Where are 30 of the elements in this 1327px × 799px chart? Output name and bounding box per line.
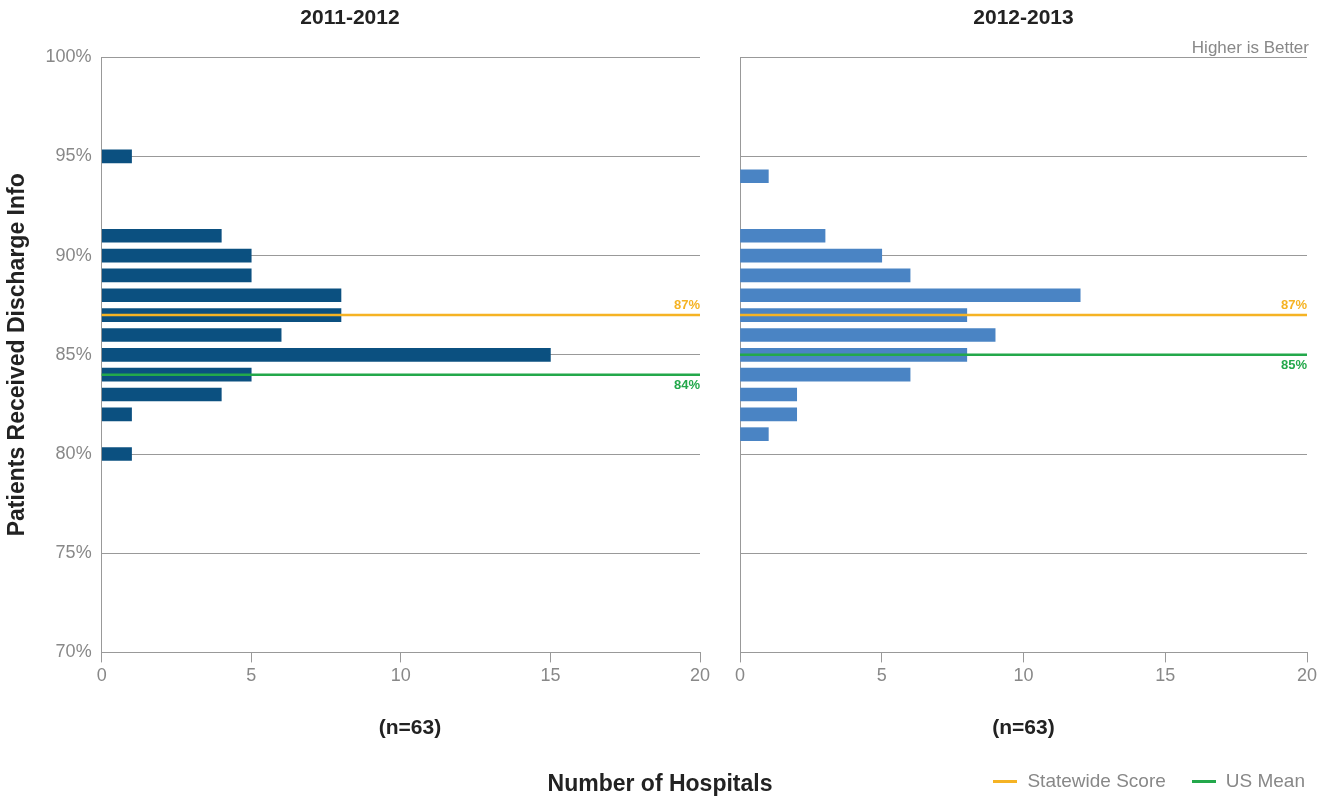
x-tick-label: 10	[390, 665, 411, 686]
ref-line-label: 84%	[673, 376, 701, 392]
text: US Mean	[1225, 770, 1305, 791]
y-tick-label: 85%	[55, 343, 92, 364]
x-tick-label: 15	[540, 665, 561, 686]
x-tick-label: 0	[734, 665, 746, 686]
x-tick-label: 10	[1013, 665, 1034, 686]
y-tick-label: 90%	[55, 244, 92, 265]
y-tick-label: 100%	[45, 46, 92, 67]
x-tick-label: 15	[1155, 665, 1176, 686]
x-tick-label: 20	[689, 665, 711, 686]
ref-line-label: 87%	[673, 297, 701, 313]
chart-title: 2012-2013	[973, 5, 1074, 29]
text: Statewide Score	[1027, 770, 1166, 791]
y-tick-label: 95%	[55, 145, 92, 166]
text: Higher is Better	[1191, 38, 1309, 58]
y-axis-title: Patients Received Discharge Info	[3, 173, 30, 537]
y-tick-label: 70%	[55, 641, 92, 662]
chart-title: 2011-2012	[300, 5, 400, 29]
x-tick-label: 0	[96, 665, 107, 686]
ref-line-label: 85%	[1280, 356, 1308, 372]
text: (n=63)	[378, 715, 442, 739]
x-tick-label: 5	[876, 665, 887, 686]
y-tick-label: 75%	[55, 542, 92, 563]
text: (n=63)	[992, 715, 1055, 739]
ref-line-label: 87%	[1280, 297, 1308, 313]
x-tick-label: 20	[1296, 665, 1318, 686]
x-tick-label: 5	[246, 665, 257, 686]
y-tick-label: 80%	[55, 442, 92, 463]
x-axis-title: Number of Hospitals	[547, 770, 773, 797]
